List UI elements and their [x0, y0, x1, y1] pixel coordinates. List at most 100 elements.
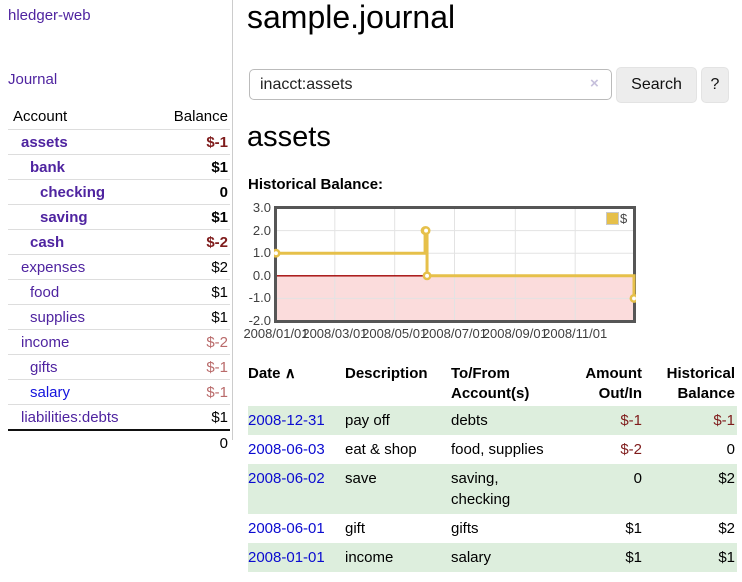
account-link-cash[interactable]: cash — [30, 233, 65, 251]
transaction-amount: $1 — [625, 520, 642, 537]
transaction-balance: 0 — [726, 441, 735, 458]
transaction-date-link[interactable]: 2008-06-02 — [248, 470, 325, 487]
account-link-assets[interactable]: assets — [21, 133, 68, 151]
transaction-balance: $-1 — [713, 412, 735, 429]
account-balance: $1 — [150, 304, 230, 330]
x-tick: 2008/07/01 — [421, 326, 488, 341]
y-tick: -1.0 — [248, 290, 271, 306]
account-balance: $1 — [150, 279, 230, 305]
date-header-label: Date — [248, 365, 281, 382]
transaction-amount: $-2 — [620, 441, 642, 458]
page-title: sample.journal — [247, 0, 456, 35]
account-link-liabilities-debts[interactable]: liabilities:debts — [21, 408, 119, 426]
tofrom-column-header: To/From Account(s) — [451, 365, 530, 402]
account-balance: $1 — [150, 204, 230, 230]
transaction-date-link[interactable]: 2008-06-01 — [248, 520, 325, 537]
x-tick: 2008/11/01 — [543, 326, 608, 341]
account-link-salary[interactable]: salary — [30, 383, 71, 401]
transaction-description: gift — [345, 520, 366, 537]
register-row: 2008-06-03 eat & shop food, supplies $-2… — [248, 435, 737, 464]
transaction-accounts: saving, checking — [451, 470, 511, 508]
account-balance: $-1 — [150, 354, 230, 380]
account-row: food $1 — [8, 279, 230, 305]
account-row: bank $1 — [8, 154, 230, 180]
account-link-supplies[interactable]: supplies — [30, 308, 86, 326]
balance-column-header: Balance — [173, 108, 228, 125]
clear-search-icon[interactable]: × — [590, 75, 599, 92]
x-tick: 2008/05/01 — [362, 326, 428, 341]
balance-chart-svg — [274, 206, 636, 323]
x-tick: 2008/03/01 — [302, 326, 368, 341]
account-row: supplies $1 — [8, 304, 230, 330]
help-button[interactable]: ? — [701, 67, 729, 103]
y-tick: 2.0 — [252, 222, 271, 238]
account-balance: $-1 — [150, 379, 230, 405]
transaction-date-link[interactable]: 2008-12-31 — [248, 412, 325, 429]
transaction-accounts: food, supplies — [451, 441, 544, 458]
y-tick: 3.0 — [252, 200, 271, 215]
search-input[interactable] — [249, 69, 612, 100]
account-link-expenses[interactable]: expenses — [21, 258, 86, 276]
x-tick: 2008/01/01 — [243, 326, 309, 341]
transaction-description: pay off — [345, 412, 390, 429]
data-point-marker — [422, 271, 432, 281]
app-brand-link[interactable]: hledger-web — [8, 7, 91, 24]
account-balance: 0 — [150, 179, 230, 205]
chart-legend: $ — [606, 211, 627, 226]
accounts-table: Account Balance assets $-1 bank $1 check… — [8, 104, 230, 455]
transaction-date-link[interactable]: 2008-06-03 — [248, 441, 325, 458]
chart-section-label: Historical Balance: — [248, 176, 384, 193]
register-row: 2008-06-01 gift gifts $1 $2 — [248, 514, 737, 543]
register-table: Date ∧ Description To/From Account(s) Am… — [248, 362, 737, 572]
account-link-food[interactable]: food — [30, 283, 60, 301]
account-row: income $-2 — [8, 329, 230, 355]
legend-label: $ — [620, 211, 628, 226]
account-balance: $1 — [150, 154, 230, 180]
transaction-amount: $1 — [625, 549, 642, 566]
account-balance: $-2 — [150, 329, 230, 355]
account-link-saving[interactable]: saving — [40, 208, 88, 226]
register-row: 2008-06-02 save saving, checking 0 $2 — [248, 464, 737, 514]
x-tick: 2008/09/01 — [482, 326, 548, 341]
transaction-accounts: salary — [451, 549, 492, 566]
y-tick: -2.0 — [248, 313, 271, 328]
transaction-balance: $1 — [718, 549, 735, 566]
transaction-amount: 0 — [633, 470, 642, 487]
transaction-balance: $2 — [718, 520, 735, 537]
account-balance: $-1 — [150, 129, 230, 155]
balance-column-header: Historical Balance — [666, 365, 735, 402]
search-button[interactable]: Search — [616, 67, 697, 103]
transaction-accounts: gifts — [451, 520, 479, 537]
account-row: salary $-1 — [8, 379, 230, 405]
data-point-marker — [274, 248, 281, 258]
date-column-header[interactable]: Date ∧ — [248, 362, 345, 406]
transaction-accounts: debts — [451, 412, 488, 429]
sidebar-item-journal[interactable]: Journal — [8, 71, 58, 88]
account-balance: $1 — [150, 404, 230, 430]
account-link-income[interactable]: income — [21, 333, 70, 351]
account-row: saving $1 — [8, 204, 230, 230]
plot-border — [274, 206, 636, 323]
account-link-gifts[interactable]: gifts — [30, 358, 58, 376]
historical-balance-chart: 3.0 2.0 1.0 0.0 -1.0 -2.0 $ 2008/01/01 2… — [243, 200, 742, 346]
transaction-description: income — [345, 549, 394, 566]
transaction-amount: $-1 — [620, 412, 642, 429]
register-header-row: Date ∧ Description To/From Account(s) Am… — [248, 362, 737, 406]
data-point-marker — [421, 226, 431, 236]
accounts-table-header: Account Balance — [8, 104, 230, 130]
legend-swatch-icon — [606, 212, 619, 225]
account-column-header: Account — [13, 108, 68, 125]
account-link-checking[interactable]: checking — [40, 183, 106, 201]
description-column-header: Description — [345, 365, 428, 382]
register-row: 2008-01-01 income salary $1 $1 — [248, 543, 737, 572]
account-row: assets $-1 — [8, 129, 230, 155]
sort-asc-icon: ∧ — [284, 365, 296, 382]
account-link-bank[interactable]: bank — [30, 158, 66, 176]
transaction-date-link[interactable]: 2008-01-01 — [248, 549, 325, 566]
account-row: cash $-2 — [8, 229, 230, 255]
amount-column-header: Amount Out/In — [585, 365, 642, 402]
accounts-total-row: 0 — [8, 429, 230, 455]
y-tick: 1.0 — [252, 245, 271, 261]
register-row: 2008-12-31 pay off debts $-1 $-1 — [248, 406, 737, 435]
data-point-marker — [629, 293, 636, 303]
